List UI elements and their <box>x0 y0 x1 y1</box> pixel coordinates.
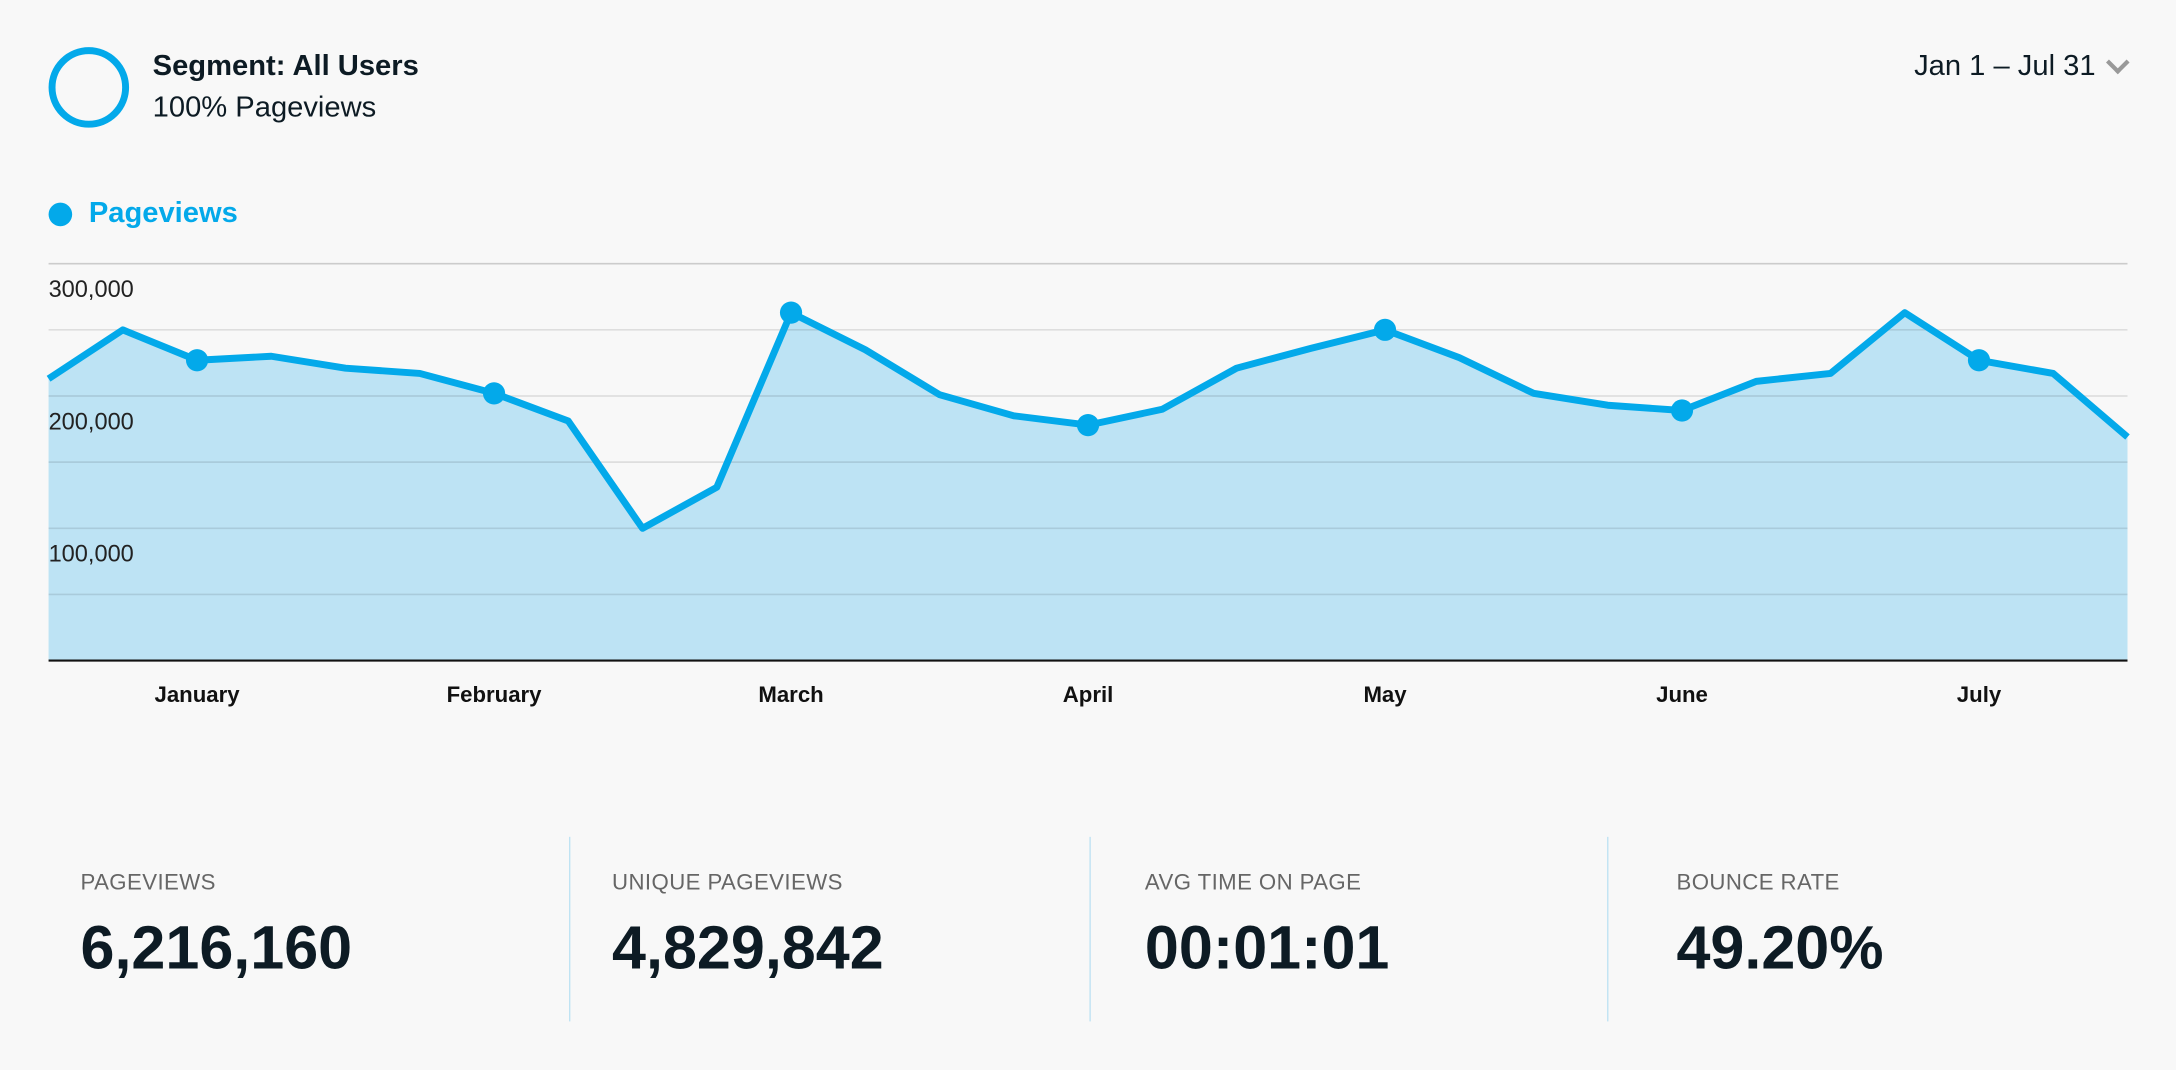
legend-label: Pageviews <box>88 197 238 229</box>
x-tick-label: February <box>447 682 543 707</box>
x-tick-label: July <box>1957 682 2002 707</box>
area-fill <box>48 312 2128 661</box>
y-tick-label: 200,000 <box>49 408 134 434</box>
segment-ring-icon <box>48 47 130 128</box>
data-point-marker <box>1967 349 1991 372</box>
divider <box>1607 836 1609 1022</box>
date-range-dropdown[interactable]: Jan 1 – Jul 31 <box>1914 49 2130 83</box>
x-tick-label: June <box>1656 682 1708 707</box>
data-point-marker <box>779 301 803 324</box>
stat-label: AVG TIME ON PAGE <box>1144 871 1362 896</box>
stat-label: PAGEVIEWS <box>80 871 216 896</box>
x-tick-label: April <box>1063 682 1114 707</box>
stats-row: PAGEVIEWS 6,216,160 UNIQUE PAGEVIEWS 4,8… <box>0 836 2176 1022</box>
stat-value: 00:01:01 <box>1144 914 1390 983</box>
data-point-marker <box>1670 399 1694 422</box>
stat-value: 6,216,160 <box>80 914 353 983</box>
divider <box>568 836 571 1022</box>
x-tick-label: May <box>1363 682 1407 707</box>
stat-value: 49.20% <box>1676 914 1884 983</box>
data-point-marker <box>185 349 209 372</box>
y-tick-label: 100,000 <box>49 541 134 567</box>
segment-subtitle: 100% Pageviews <box>152 91 377 124</box>
stat-value: 4,829,842 <box>612 914 884 983</box>
data-point-marker <box>1373 318 1397 341</box>
data-point-marker <box>1076 413 1100 437</box>
chart-legend: Pageviews <box>48 197 238 230</box>
divider <box>1089 836 1091 1022</box>
stat-label: BOUNCE RATE <box>1676 871 1840 896</box>
stat-label: UNIQUE PAGEVIEWS <box>612 871 843 896</box>
x-tick-label: March <box>758 682 823 707</box>
data-point-marker <box>482 382 506 405</box>
date-range-label: Jan 1 – Jul 31 <box>1914 49 2096 82</box>
y-tick-label: 300,000 <box>49 276 134 302</box>
x-tick-label: January <box>155 682 241 707</box>
segment-title: Segment: All Users <box>152 49 419 82</box>
pageviews-chart: 300,000 200,000 100,000 January February Marc… <box>46 262 2130 707</box>
legend-dot-icon <box>48 201 73 226</box>
